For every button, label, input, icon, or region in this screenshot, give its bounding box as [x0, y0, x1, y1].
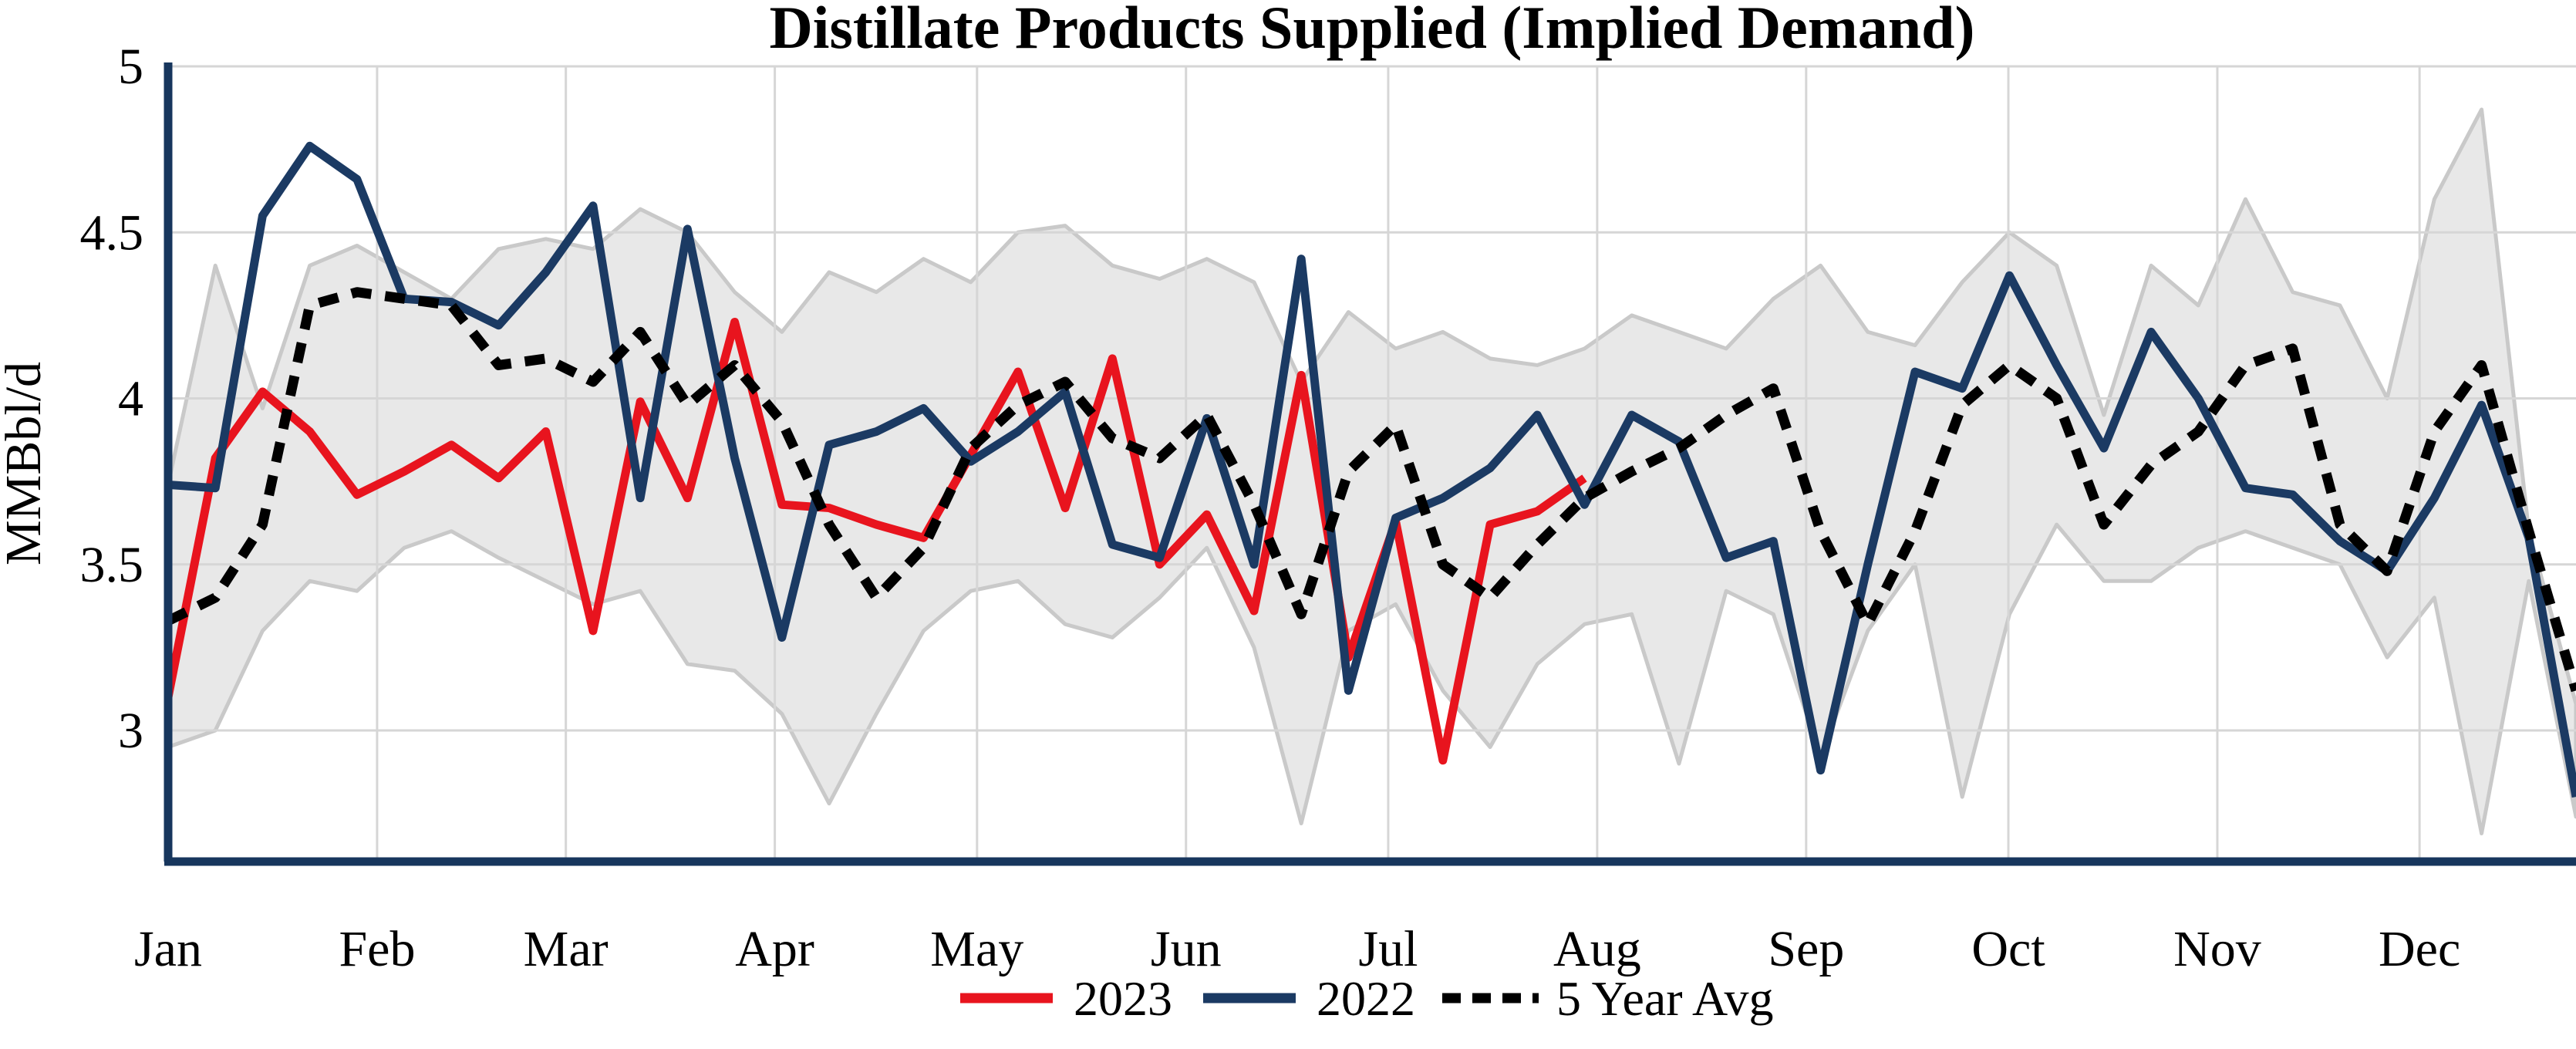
x-tick-mar: Mar [524, 921, 609, 977]
x-tick-sep: Sep [1768, 921, 1844, 977]
series-line-5-year-avg [166, 287, 2576, 693]
y-tick-4.5: 4.5 [80, 204, 144, 261]
y-tick-4: 4 [118, 371, 143, 427]
x-tick-dec: Dec [2379, 921, 2460, 977]
y-tick-3: 3 [118, 703, 143, 759]
x-tick-aug: Aug [1553, 921, 1641, 977]
y-axis-label: MMBbl/d [0, 362, 52, 565]
legend-label-2023: 2023 [1074, 971, 1172, 1026]
five-year-range-band [166, 107, 2576, 835]
x-tick-feb: Feb [339, 921, 415, 977]
axis-spines [164, 62, 2576, 866]
x-tick-jun: Jun [1151, 921, 1222, 977]
series-line-2022 [167, 141, 2576, 798]
y-tick-3.5: 3.5 [80, 537, 144, 593]
five-year-range-area [166, 107, 2576, 835]
y-tick-5: 5 [118, 39, 143, 95]
x-tick-may: May [930, 921, 1023, 977]
legend-label-2022: 2022 [1317, 971, 1415, 1026]
axis-tick-labels: 3 3.5 4 4.5 5 Jan Feb Mar Apr May Jun Jul Aug Sep Oct N… [80, 39, 2461, 977]
legend-label-5yr-avg: 5 Year Avg [1556, 971, 1774, 1026]
x-tick-apr: Apr [735, 921, 814, 977]
x-tick-jul: Jul [1358, 921, 1418, 977]
legend: 2023 2022 5 Year Avg [960, 971, 1774, 1026]
chart-title: Distillate Products Supplied (Implied De… [769, 0, 1974, 61]
x-tick-nov: Nov [2173, 921, 2261, 977]
data-series [164, 141, 2576, 798]
x-tick-oct: Oct [1971, 921, 2045, 977]
x-tick-jan: Jan [134, 921, 202, 977]
